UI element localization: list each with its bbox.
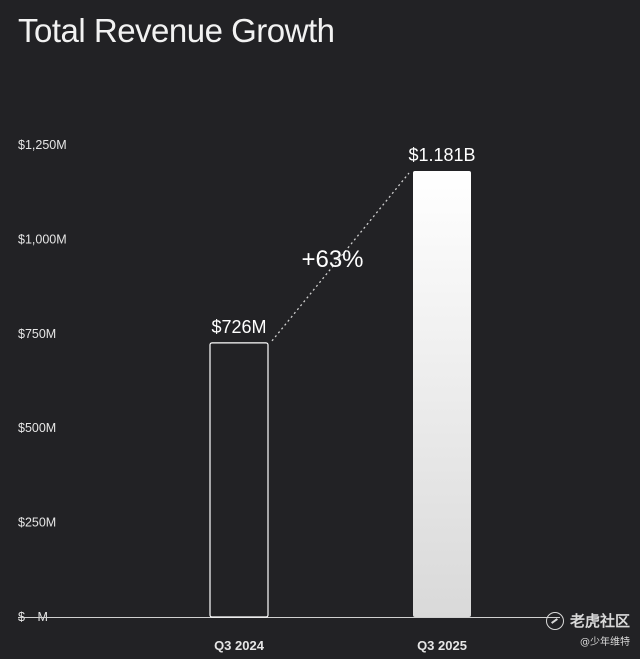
watermark-brand: 老虎社区 bbox=[569, 612, 630, 630]
growth-annotation: +63% bbox=[301, 246, 363, 273]
chart-title: Total Revenue Growth bbox=[18, 12, 335, 49]
y-tick-label: $500M bbox=[18, 421, 56, 435]
watermark: 老虎社区 @少年维特 bbox=[545, 610, 630, 648]
bar-q3-2025 bbox=[413, 171, 471, 618]
bar-q3-2024 bbox=[209, 342, 269, 618]
growth-connector-line bbox=[271, 172, 410, 342]
x-tick-label: Q3 2025 bbox=[417, 638, 467, 653]
y-tick-label: $250M bbox=[18, 516, 56, 530]
tiger-logo-icon bbox=[545, 611, 564, 630]
watermark-user: @少年维特 bbox=[580, 637, 630, 648]
bar-value-label: $1.181B bbox=[408, 145, 475, 165]
y-tick-label: $750M bbox=[18, 327, 56, 341]
y-tick-label: $1,250M bbox=[18, 138, 67, 152]
y-tick-label: $1,000M bbox=[18, 232, 67, 246]
bar-value-label: $726M bbox=[211, 317, 266, 337]
x-tick-label: Q3 2024 bbox=[214, 638, 265, 653]
